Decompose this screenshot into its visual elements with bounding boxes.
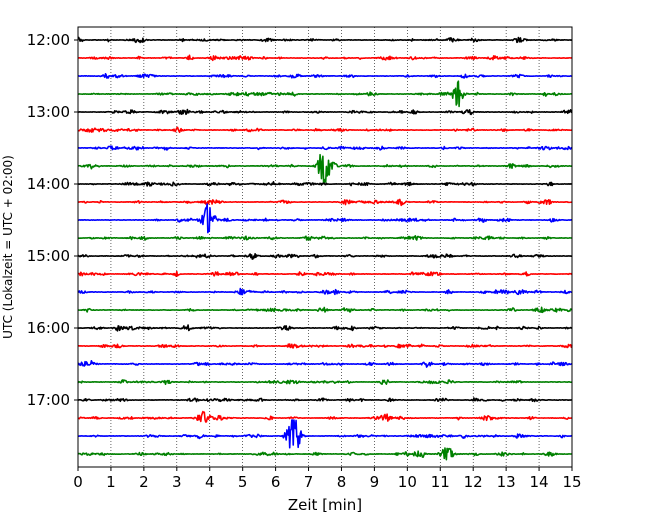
x-tick-label: 5 <box>238 473 248 491</box>
x-tick-label: 1 <box>106 473 116 491</box>
y-tick-label: 13:00 <box>27 103 70 121</box>
x-tick-label: 0 <box>73 473 83 491</box>
trace-line <box>77 145 573 151</box>
x-tick-label: 14 <box>530 473 549 491</box>
trace-line <box>77 397 573 403</box>
trace-group <box>77 36 573 461</box>
x-tick-label: 10 <box>398 473 417 491</box>
trace-line <box>77 419 573 449</box>
trace-line <box>77 379 573 386</box>
trace-line <box>77 153 573 183</box>
trace-line <box>77 36 573 44</box>
y-axis-label: UTC (Lokalzeit = UTC + 02:00) <box>1 155 15 339</box>
trace-line <box>77 80 573 108</box>
x-axis-label: Zeit [min] <box>288 496 362 514</box>
x-tick-label: 9 <box>370 473 380 491</box>
trace-line <box>77 343 573 349</box>
trace-line <box>77 447 573 461</box>
trace-line <box>77 73 573 79</box>
trace-line <box>77 252 573 260</box>
y-tick-label: 16:00 <box>27 319 70 337</box>
trace-line <box>77 324 573 332</box>
x-tick-label: 4 <box>205 473 215 491</box>
x-tick-label: 7 <box>304 473 314 491</box>
trace-line <box>77 235 573 241</box>
x-tick-label: 6 <box>271 473 281 491</box>
x-tick-label: 12 <box>464 473 483 491</box>
plot-frame <box>77 26 573 468</box>
trace-line <box>77 306 573 314</box>
trace-line <box>77 203 573 234</box>
trace-line <box>77 270 573 277</box>
y-axis: 12:00 13:00 14:00 15:00 16:00 17:00 <box>27 31 78 409</box>
x-tick-label: 8 <box>337 473 347 491</box>
x-tick-label: 15 <box>562 473 581 491</box>
x-axis: 0 1 2 3 4 5 6 7 8 9 10 11 12 13 14 15 <box>73 467 582 491</box>
trace-line <box>77 198 573 207</box>
trace-line <box>77 359 573 368</box>
x-tick-label: 2 <box>139 473 149 491</box>
grid-lines <box>110 27 540 467</box>
y-tick-label: 14:00 <box>27 175 70 193</box>
trace-line <box>77 108 573 116</box>
y-tick-label: 17:00 <box>27 391 70 409</box>
x-tick-label: 11 <box>431 473 450 491</box>
trace-line <box>77 410 573 423</box>
y-tick-label: 15:00 <box>27 247 70 265</box>
trace-line <box>77 54 573 62</box>
trace-line <box>77 126 573 134</box>
trace-line <box>77 287 573 296</box>
x-tick-label: 3 <box>172 473 182 491</box>
x-tick-label: 13 <box>497 473 516 491</box>
y-tick-label: 12:00 <box>27 31 70 49</box>
trace-line <box>77 181 573 187</box>
